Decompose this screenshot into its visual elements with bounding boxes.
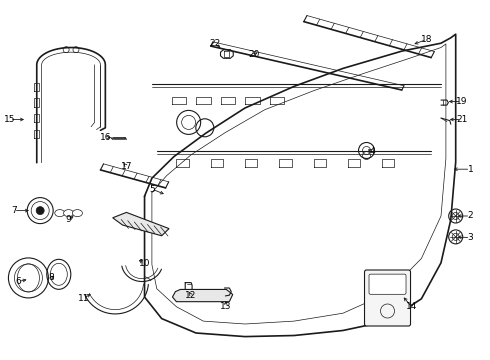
Text: 11: 11 (77, 294, 89, 303)
Text: 16: 16 (99, 133, 111, 142)
Text: 22: 22 (209, 40, 220, 49)
Text: 12: 12 (185, 291, 197, 300)
Text: 18: 18 (420, 35, 432, 44)
Text: 19: 19 (456, 97, 467, 106)
Text: 2: 2 (467, 211, 473, 220)
Text: 14: 14 (406, 302, 417, 311)
Text: 5: 5 (149, 184, 155, 194)
Ellipse shape (55, 210, 65, 217)
Text: 21: 21 (456, 115, 467, 124)
Polygon shape (113, 212, 169, 236)
Text: 17: 17 (121, 162, 132, 171)
Text: 20: 20 (248, 50, 260, 59)
Polygon shape (172, 289, 233, 302)
Text: 15: 15 (4, 115, 16, 124)
Ellipse shape (73, 210, 82, 217)
Text: 4: 4 (369, 147, 375, 156)
Text: 10: 10 (139, 259, 150, 268)
FancyBboxPatch shape (365, 270, 411, 326)
Text: 3: 3 (467, 233, 473, 242)
Ellipse shape (50, 263, 67, 285)
Ellipse shape (18, 264, 39, 292)
Text: 13: 13 (220, 302, 231, 311)
Ellipse shape (47, 259, 71, 289)
Text: 8: 8 (49, 274, 54, 282)
FancyBboxPatch shape (369, 274, 406, 294)
Text: 1: 1 (467, 165, 473, 174)
Text: 7: 7 (11, 206, 17, 215)
Circle shape (36, 207, 44, 215)
Text: 6: 6 (16, 277, 22, 286)
Text: 9: 9 (66, 215, 72, 224)
Ellipse shape (64, 210, 74, 217)
